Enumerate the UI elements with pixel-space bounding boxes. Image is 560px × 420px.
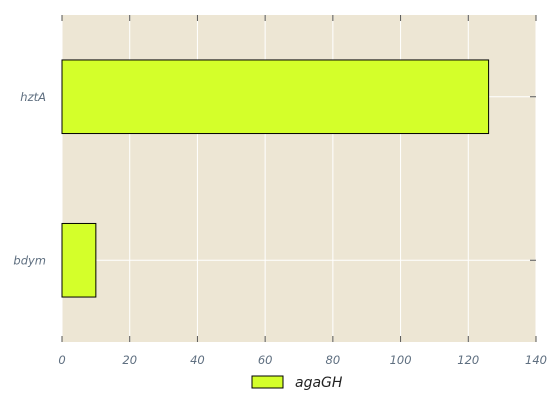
axis-ticks	[61, 15, 537, 342]
bars	[61, 59, 490, 298]
y-tick-label: hztA	[20, 90, 46, 104]
x-tick-label: 80	[326, 353, 341, 367]
x-tick-label: 120	[457, 353, 479, 367]
legend-swatch	[251, 375, 284, 389]
bar-bdym	[61, 222, 97, 298]
y-tick-label: bdym	[13, 253, 46, 267]
x-axis-labels: 0 20 40 60 80 100 120 140	[58, 353, 547, 367]
x-tick-label: 140	[525, 353, 547, 367]
x-tick-label: 40	[190, 353, 205, 367]
x-tick-label: 0	[58, 353, 65, 367]
bar-hztA	[61, 59, 490, 135]
x-tick-label: 60	[258, 353, 273, 367]
x-tick-label: 20	[122, 353, 137, 367]
legend: agaGH	[251, 375, 343, 391]
legend-label: agaGH	[295, 375, 343, 391]
x-tick-label: 100	[390, 353, 412, 367]
y-axis-labels: hztA bdym	[13, 90, 46, 268]
